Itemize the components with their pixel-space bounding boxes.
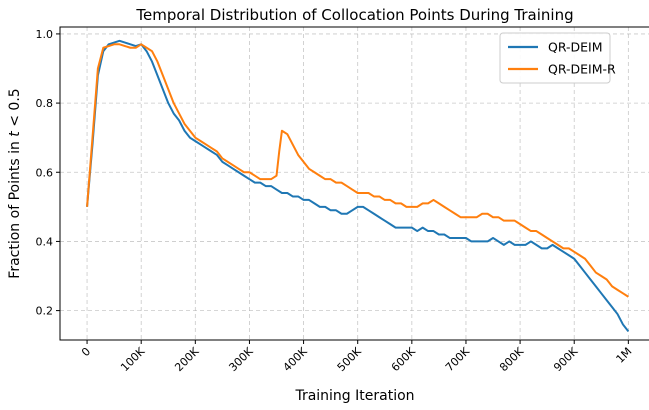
x-tick-label: 400K [281,344,311,374]
y-axis-label: Fraction of Points in t < 0.5 [7,88,23,278]
y-axis-ticks: 0.2 0.4 0.6 0.8 1.0 [36,28,60,318]
y-tick-label: 0.2 [36,305,54,318]
x-tick-label: 500K [335,344,365,374]
series-line-qr-deim [86,39,630,332]
y-tick-label: 0.4 [36,235,54,248]
x-tick-label: 800K [497,344,527,374]
y-tick-label: 1.0 [36,28,54,41]
x-tick-label: 200K [172,344,202,374]
plot-area-frame [59,26,649,341]
x-axis-label: Training Iteration [294,388,414,404]
y-axis-label-suffix: < 0.5 [7,88,23,131]
x-axis-ticks: 0 100K 200K 300K 400K 500K 600K 700K 800K 900K 1M [79,340,634,374]
y-tick-label: 0.6 [36,166,54,179]
x-tick-label: 700K [443,344,473,374]
x-tick-label: 0 [79,345,93,359]
series-line-qr-deim-r [86,43,629,298]
legend-label-qr-deim: QR-DEIM [548,40,603,55]
x-tick-label: 600K [389,344,419,374]
chart-title: Temporal Distribution of Collocation Poi… [135,6,573,24]
y-tick-label: 0.8 [36,97,54,110]
x-tick-label: 300K [226,344,256,374]
legend: QR-DEIM QR-DEIM-R [499,32,616,84]
x-tick-label: 900K [551,344,581,374]
plot-lines [86,39,630,332]
y-axis-label-prefix: Fraction of Points in [7,137,23,279]
legend-box [499,32,611,84]
x-tick-label: 100K [118,344,148,374]
y-axis-label-math: t [7,131,23,137]
x-tick-label: 1M [614,345,635,366]
legend-label-qr-deim-r: QR-DEIM-R [548,62,616,77]
